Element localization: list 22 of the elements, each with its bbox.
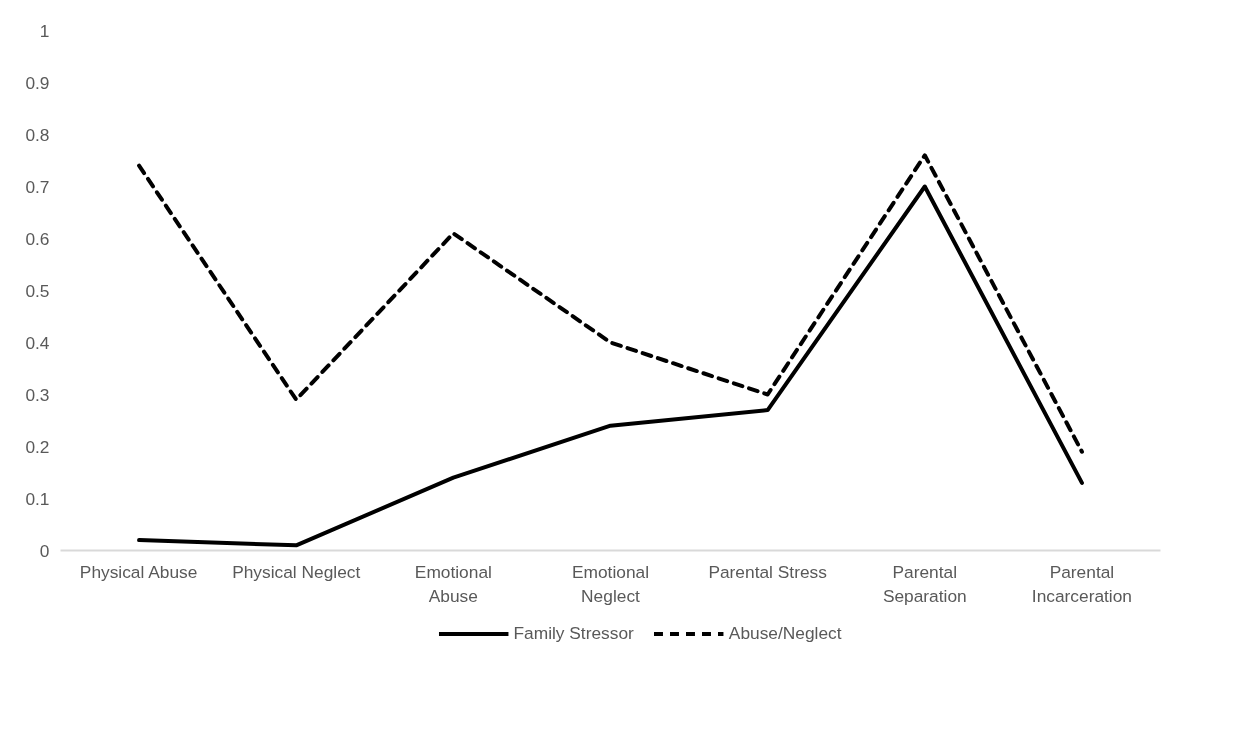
y-tick-label: 0: [39, 540, 50, 561]
x-tick-label: Emotional Abuse: [414, 561, 492, 606]
y-tick-label: 0.2: [25, 436, 50, 457]
y-tick-label: 0.8: [25, 124, 50, 145]
y-tick-label: 0.9: [25, 72, 50, 93]
y-tick-label: 0.1: [25, 488, 50, 509]
x-tick-label: Physical Neglect: [232, 561, 361, 582]
x-tick-label: Emotional Neglect: [571, 561, 650, 606]
x-tick-label: Physical Abuse: [79, 561, 198, 582]
legend-label: Family Stressor: [513, 622, 634, 644]
x-tick-label: Parental Stress: [708, 561, 828, 582]
x-tick-label: Parental Separation: [882, 561, 967, 606]
y-tick-label: 0.4: [25, 332, 50, 353]
y-tick-label: 0.7: [25, 176, 50, 197]
y-tick-label: 0.3: [25, 384, 50, 405]
y-tick-label: 0.6: [25, 228, 50, 249]
line-series: [137, 153, 1084, 454]
legend-label: Abuse/Neglect: [728, 622, 842, 644]
line-series: [137, 184, 1084, 548]
y-tick-label: 0.5: [25, 280, 50, 301]
y-tick-label: 1: [39, 20, 50, 41]
x-tick-label: Parental Incarceration: [1031, 561, 1133, 606]
